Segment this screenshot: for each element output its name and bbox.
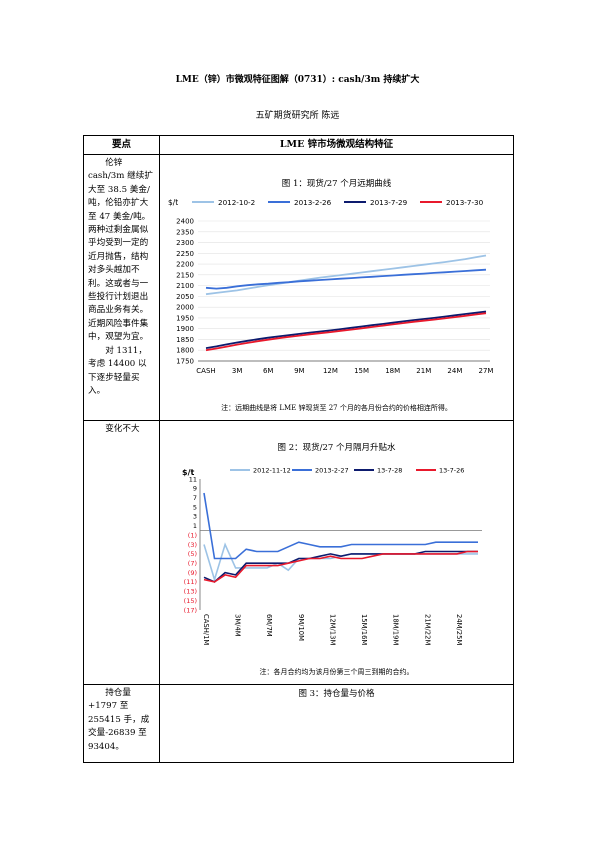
chart1-ytick-label: 2400 bbox=[176, 218, 194, 226]
row2-paragraph: 变化不大 bbox=[105, 424, 140, 434]
row1-paragraph-2: 对 1311，考虑 14400 以下逐步轻量买入。 bbox=[88, 345, 147, 396]
chart1-title: 图 1：现货/27 个月远期曲线 bbox=[281, 179, 392, 189]
chart2-ytick-label: (1) bbox=[188, 531, 197, 539]
chart3-title: 图 3：持仓量与价格 bbox=[298, 689, 375, 699]
chart2-legend-label: 13-7-26 bbox=[439, 467, 464, 475]
chart2-xtick-label: 15M/16M bbox=[360, 614, 368, 645]
chart1-xtick-label: 3M bbox=[232, 367, 243, 375]
chart3-cell: 图 3：持仓量与价格 bbox=[159, 684, 514, 763]
chart2-ytick-label: 5 bbox=[193, 503, 197, 511]
chart1-ytick-label: 2200 bbox=[176, 261, 194, 269]
chart1-svg: $/t 2012-10-2 2013-2-26 2013-7-29 2013-7-30 1… bbox=[168, 198, 494, 375]
chart2-xtick-label: 9M/10M bbox=[297, 614, 305, 641]
chart1-xtick-label: 12M bbox=[323, 367, 338, 375]
page-title: LME（锌）市微观特征图解（0731）: cash/3m 持续扩大 bbox=[175, 75, 420, 85]
main-table: 要点 LME 锌市场微观结构特征 伦锌 cash/3m 继续扩大至 38.5 美… bbox=[83, 135, 514, 763]
chart1-xtick-label: 9M bbox=[294, 367, 305, 375]
row2-text-cell: 变化不大 bbox=[83, 420, 160, 685]
chart2-yunit: $/t bbox=[182, 468, 194, 477]
chart1-series-line bbox=[205, 254, 487, 296]
chart1-xtick-label: 15M bbox=[354, 367, 369, 375]
chart1-xtick-label: 27M bbox=[479, 367, 494, 375]
chart1-ytick-label: 2050 bbox=[176, 293, 194, 301]
chart1-series-line bbox=[205, 268, 487, 290]
chart2-xtick-label: 21M/22M bbox=[423, 614, 431, 645]
chart2-ytick-label: (3) bbox=[188, 541, 197, 549]
chart1-xtick-label: 6M bbox=[263, 367, 274, 375]
chart1-ytick-label: 2250 bbox=[176, 250, 194, 258]
chart2-svg: $/t 2012-11-12 2013-2-27 13-7-28 13-7-26 11 97… bbox=[182, 467, 482, 645]
chart1-series-line bbox=[205, 312, 487, 352]
chart2-ytick-label: (5) bbox=[188, 550, 197, 558]
chart1-ytick-label: 2100 bbox=[176, 282, 194, 290]
chart1-ytick-label: 1950 bbox=[176, 314, 194, 322]
chart1-legend-label: 2013-2-26 bbox=[294, 198, 332, 207]
chart2-ytick-label: 1 bbox=[193, 522, 197, 530]
chart1-ytick-label: 2350 bbox=[176, 228, 194, 236]
chart2-xtick-label: CASH/1M bbox=[202, 614, 210, 645]
col1-header: 要点 bbox=[83, 135, 160, 155]
row3-text-cell: 持仓量+1797 至 255415 手，成交量-26839 至 93404。 bbox=[83, 684, 160, 763]
chart2-ytick-label: 11 bbox=[189, 475, 197, 483]
chart1-legend-label: 2013-7-29 bbox=[370, 198, 408, 207]
row1-paragraph-1: 伦锌 cash/3m 继续扩大至 38.5 美金/吨，伦铅亦扩大至 47 美金/… bbox=[88, 158, 153, 343]
chart1-note: 注：远期曲线是将 LME 锌现货至 27 个月的各月份合约的价格相连所得。 bbox=[221, 404, 452, 412]
chart1-series-line bbox=[205, 310, 487, 349]
chart2-ytick-label: 3 bbox=[193, 513, 197, 521]
chart1-cell: 图 1：现货/27 个月远期曲线 $/t 2012-10-2 2013-2-26 20… bbox=[159, 154, 514, 421]
chart2-title: 图 2：现货/27 个月隔月升贴水 bbox=[277, 443, 396, 453]
chart2-note: 注：各月合约均为该月份第三个周三到期的合约。 bbox=[259, 668, 414, 676]
chart2-ytick-label: (17) bbox=[184, 606, 197, 614]
chart1-ytick-label: 1900 bbox=[176, 325, 194, 333]
chart1-xtick-label: 24M bbox=[447, 367, 462, 375]
chart2-series-line bbox=[203, 550, 478, 583]
chart2-ytick-label: (11) bbox=[184, 578, 197, 586]
chart1-ytick-label: 1850 bbox=[176, 336, 194, 344]
chart1-xtick-label: CASH bbox=[196, 367, 215, 375]
chart2-legend-label: 13-7-28 bbox=[377, 467, 402, 475]
row3-paragraph: 持仓量+1797 至 255415 手，成交量-26839 至 93404。 bbox=[88, 688, 150, 752]
chart1-ytick-label: 2300 bbox=[176, 239, 194, 247]
chart1-xtick-label: 18M bbox=[385, 367, 400, 375]
chart2-xtick-label: 24M/25M bbox=[455, 614, 463, 645]
chart1-legend-label: 2012-10-2 bbox=[218, 198, 255, 207]
chart1-ytick-label: 2000 bbox=[176, 304, 194, 312]
chart2-xtick-label: 18M/19M bbox=[392, 614, 400, 645]
chart2-ytick-label: 9 bbox=[193, 485, 197, 493]
chart2-ytick-label: (13) bbox=[184, 588, 197, 596]
chart2-legend-label: 2012-11-12 bbox=[253, 467, 291, 475]
chart1-ytick-label: 1800 bbox=[176, 347, 194, 355]
chart2-ytick-label: (15) bbox=[184, 597, 197, 605]
chart2-series-line bbox=[203, 550, 478, 583]
chart1-xtick-label: 21M bbox=[416, 367, 431, 375]
chart2-ytick-label: 7 bbox=[193, 494, 197, 502]
row1-text-cell: 伦锌 cash/3m 继续扩大至 38.5 美金/吨，伦铅亦扩大至 47 美金/… bbox=[83, 154, 160, 421]
chart1-ytick-label: 2150 bbox=[176, 271, 194, 279]
chart2-xtick-label: 3M/4M bbox=[234, 614, 242, 637]
chart2-legend-label: 2013-2-27 bbox=[315, 467, 349, 475]
col2-header: LME 锌市场微观结构特征 bbox=[159, 135, 514, 155]
chart1-yunit: $/t bbox=[168, 198, 178, 207]
chart2-ytick-label: (9) bbox=[188, 569, 197, 577]
chart2-cell: 图 2：现货/27 个月隔月升贴水 $/t 2012-11-12 2013-2-27… bbox=[159, 420, 514, 685]
chart2-series-line bbox=[203, 492, 478, 560]
chart2-xtick-label: 12M/13M bbox=[328, 614, 336, 645]
chart2-ytick-label: (7) bbox=[188, 560, 197, 568]
author-line: 五矿期货研究所 陈远 bbox=[255, 111, 340, 121]
chart2-xtick-label: 6M/7M bbox=[265, 614, 273, 637]
chart1-legend-label: 2013-7-30 bbox=[446, 198, 484, 207]
chart1-ytick-label: 1750 bbox=[176, 358, 194, 366]
